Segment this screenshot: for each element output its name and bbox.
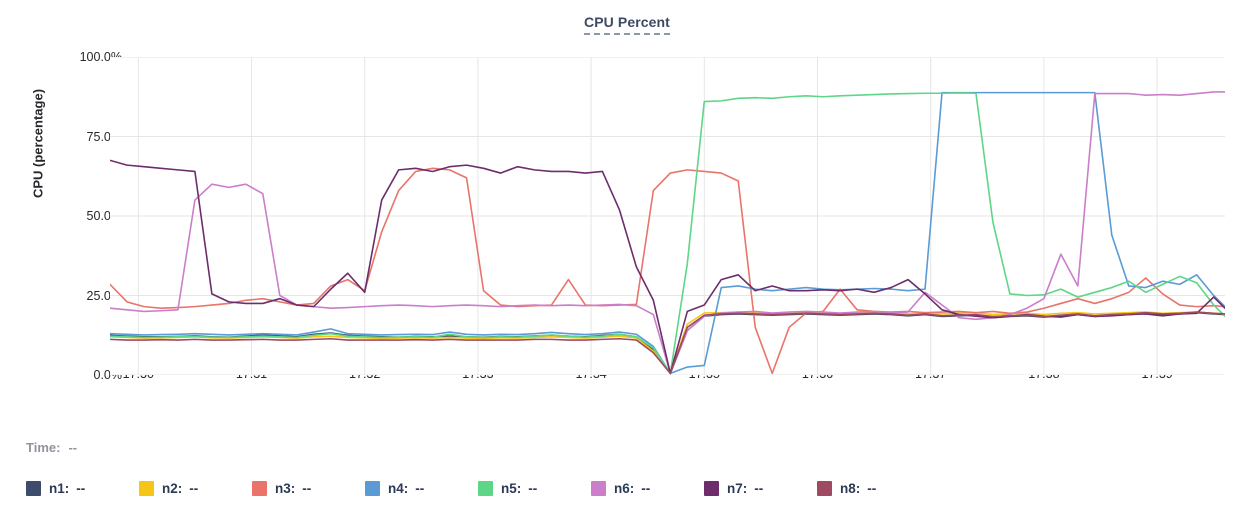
plot-area-wrapper: CPU (percentage) 0.0% 25.0% 50.0% 75.0% 100.…: [0, 40, 1254, 385]
legend-time: Time: --: [26, 440, 77, 455]
legend-value-n6: --: [641, 480, 651, 496]
legend-series-row: n1: -- n2: -- n3: -- n4: -- n5: -- n6: -- n7: -- n8: --: [26, 478, 1226, 502]
legend-value-n4: --: [415, 480, 425, 496]
legend-label-n2: n2:: [162, 480, 183, 496]
legend-swatch-n1: [26, 480, 41, 496]
series-line-n6[interactable]: [110, 91, 1225, 375]
legend-value-n1: --: [76, 480, 86, 496]
legend-swatch-n6: [591, 480, 606, 496]
legend-label-n7: n7:: [727, 480, 748, 496]
legend-value-n7: --: [754, 480, 764, 496]
legend-swatch-n7: [704, 480, 719, 496]
series-line-n8[interactable]: [110, 311, 1225, 375]
series-line-n4[interactable]: [110, 91, 1225, 375]
legend-time-label: Time:: [26, 440, 61, 455]
chart-title-text: CPU Percent: [584, 14, 670, 35]
legend-swatch-n5: [478, 480, 493, 496]
legend-swatch-n3: [252, 480, 267, 496]
legend-item-n6[interactable]: n6: --: [591, 478, 650, 498]
series-line-n7[interactable]: [110, 159, 1225, 375]
series-line-n5[interactable]: [110, 92, 1225, 375]
line-chart-svg: [110, 57, 1225, 375]
legend-label-n4: n4:: [388, 480, 409, 496]
legend-value-n8: --: [867, 480, 877, 496]
legend-item-n5[interactable]: n5: --: [478, 478, 537, 498]
chart-title: CPU Percent: [0, 14, 1254, 35]
legend-value-n3: --: [302, 480, 312, 496]
legend-label-n6: n6:: [614, 480, 635, 496]
legend-label-n3: n3:: [275, 480, 296, 496]
legend-item-n4[interactable]: n4: --: [365, 478, 424, 498]
legend-item-n7[interactable]: n7: --: [704, 478, 763, 498]
legend-label-n1: n1:: [49, 480, 70, 496]
legend-label-n5: n5:: [501, 480, 522, 496]
legend-value-n5: --: [528, 480, 538, 496]
legend-item-n2[interactable]: n2: --: [139, 478, 198, 498]
series-line-n3[interactable]: [110, 167, 1225, 375]
legend-label-n8: n8:: [840, 480, 861, 496]
plot-canvas[interactable]: [110, 57, 1225, 375]
legend-swatch-n2: [139, 480, 154, 496]
legend-item-n8[interactable]: n8: --: [817, 478, 876, 498]
legend-time-value: --: [68, 440, 78, 455]
legend-swatch-n4: [365, 480, 380, 496]
legend-swatch-n8: [817, 480, 832, 496]
legend-item-n3[interactable]: n3: --: [252, 478, 311, 498]
legend-item-n1[interactable]: n1: --: [26, 478, 85, 498]
y-axis-label: CPU (percentage): [30, 88, 46, 199]
legend-value-n2: --: [189, 480, 199, 496]
